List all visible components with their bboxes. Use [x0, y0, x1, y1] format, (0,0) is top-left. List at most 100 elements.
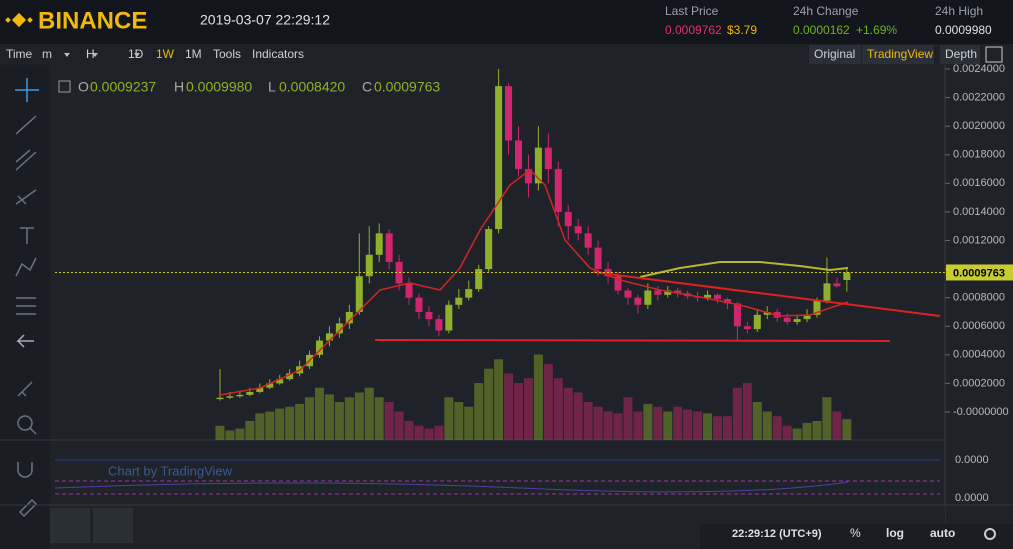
- change-pct: +1.69%: [856, 23, 897, 37]
- last-price-usd: $3.79: [727, 23, 757, 37]
- candle-body: [276, 379, 284, 384]
- toolbar-button[interactable]: Tools: [213, 47, 241, 61]
- candle-body: [624, 290, 632, 298]
- volume-bar: [514, 383, 523, 440]
- toolbar-tab[interactable]: Depth: [945, 47, 977, 61]
- volume-bar: [573, 392, 583, 440]
- candle-body: [515, 140, 522, 170]
- indicator-line: [54, 481, 849, 493]
- chart-area: [0, 65, 1013, 549]
- volume-bar: [752, 402, 762, 440]
- toolbar-tab-bg[interactable]: [809, 45, 861, 64]
- toolbar-tab-bg[interactable]: [940, 45, 980, 64]
- toolbar-button[interactable]: Indicators: [252, 47, 304, 61]
- candle-body: [465, 289, 473, 298]
- volume-bar: [454, 402, 464, 440]
- candle-body: [425, 311, 433, 320]
- candle-body: [574, 226, 582, 234]
- candle-body: [634, 297, 642, 305]
- candle-body: [644, 290, 652, 305]
- volume-bar: [792, 428, 802, 440]
- y-tick-label: 0.0018000: [953, 149, 1005, 161]
- volume-bar: [653, 406, 663, 440]
- label: 24h High: [935, 4, 983, 18]
- tool-button[interactable]: [93, 508, 133, 543]
- candle-body: [236, 394, 244, 397]
- volume-bar: [245, 421, 255, 440]
- candle-body: [435, 319, 443, 331]
- fullscreen-icon[interactable]: [985, 46, 1003, 63]
- toolbar-button[interactable]: H: [86, 47, 95, 61]
- candle-body: [385, 233, 393, 262]
- candle-body: [355, 276, 363, 312]
- side-icons: [15, 78, 39, 518]
- tool-button[interactable]: [50, 508, 90, 543]
- volume-bar: [713, 416, 722, 440]
- candle-body: [375, 233, 383, 255]
- footer-button[interactable]: auto: [930, 526, 955, 540]
- toolbar-tab[interactable]: Original: [814, 47, 855, 61]
- candle-body: [783, 317, 791, 322]
- legend-key: O: [78, 79, 89, 95]
- candle-body: [654, 290, 662, 295]
- candle-body: [266, 383, 274, 388]
- toolbar-button[interactable]: Time: [6, 47, 33, 61]
- volume-bar: [832, 411, 842, 440]
- candle-body: [325, 333, 333, 341]
- footer-button[interactable]: %: [850, 526, 861, 540]
- y-tick-label: 0.0006000: [953, 320, 1005, 332]
- toolbar-button[interactable]: 1M: [185, 47, 202, 61]
- candle-body: [405, 283, 413, 298]
- candle-body: [843, 272, 851, 280]
- legend-toggle[interactable]: [58, 80, 71, 93]
- indicator-label: 0.0000: [955, 454, 989, 466]
- candle-body: [505, 86, 513, 141]
- volume-bar: [315, 387, 324, 440]
- candle-body: [674, 290, 682, 294]
- volume-bar: [802, 422, 812, 440]
- y-tick-label: 0.0004000: [953, 349, 1005, 361]
- volume-bar: [772, 416, 782, 440]
- label: 24h Change: [793, 4, 859, 18]
- volume-bar: [464, 406, 474, 440]
- y-tick-label: 0.0014000: [953, 206, 1005, 218]
- candle-body: [445, 304, 453, 331]
- y-tick-label: 0.0024000: [953, 63, 1005, 75]
- volume-bar: [275, 408, 285, 440]
- toolbar-button[interactable]: m: [42, 47, 52, 61]
- toolbar-tab-bg[interactable]: [862, 45, 934, 64]
- legend-key: H: [174, 79, 184, 95]
- volume-bar: [553, 378, 563, 440]
- candle-body: [345, 311, 353, 324]
- legend-key: C: [362, 79, 372, 95]
- label: Last Price: [665, 4, 719, 18]
- volume-bar: [742, 383, 752, 440]
- candle-body: [803, 314, 811, 320]
- volume-bar: [404, 421, 414, 440]
- volume-bar: [474, 383, 484, 440]
- volume-bar: [434, 425, 444, 440]
- volume-bar: [613, 413, 623, 440]
- candle-body: [594, 247, 602, 270]
- candle-body: [813, 300, 821, 315]
- settings-icon[interactable]: [984, 528, 996, 540]
- volume-bar: [693, 411, 703, 440]
- footer-button[interactable]: log: [886, 526, 904, 540]
- toolbar-tab[interactable]: TradingView: [867, 47, 933, 61]
- volume-bar: [414, 425, 424, 440]
- volume-bar: [394, 411, 404, 440]
- volume-bar: [842, 419, 852, 440]
- moving-average: [219, 169, 849, 396]
- candle-body: [743, 326, 751, 330]
- high: 0.0009980: [935, 23, 992, 37]
- candle-body: [723, 299, 731, 304]
- volume-bar: [533, 354, 543, 440]
- side-toolbar: [0, 65, 50, 549]
- toolbar-button[interactable]: 1W: [156, 47, 175, 61]
- legend-value: 0.0009980: [186, 79, 252, 95]
- candle-body: [485, 229, 493, 270]
- candle-body: [704, 294, 712, 298]
- moving-average: [639, 261, 849, 278]
- candle-body: [365, 254, 373, 277]
